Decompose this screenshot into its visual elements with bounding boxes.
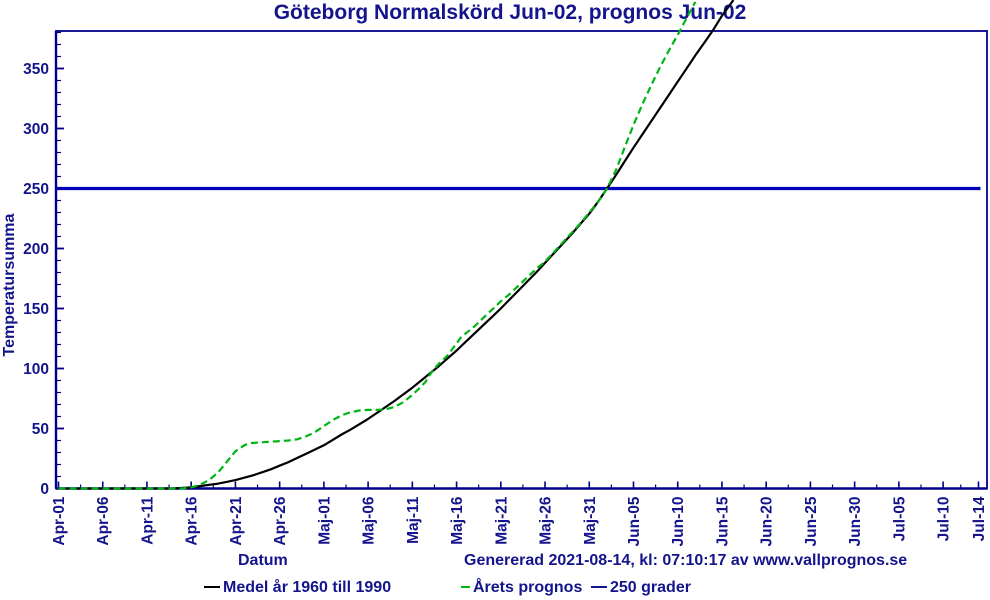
legend-swatch-blue-line bbox=[591, 586, 607, 588]
y-tick-label: 150 bbox=[23, 301, 49, 318]
x-tick-label: Maj-11 bbox=[405, 496, 422, 544]
plot-frame bbox=[54, 30, 988, 490]
x-tick-label: Jun-25 bbox=[803, 496, 820, 546]
x-tick-label: Maj-31 bbox=[582, 496, 599, 545]
x-axis-title: Datum bbox=[238, 552, 288, 569]
x-tick-label: Jul-10 bbox=[936, 497, 953, 542]
x-tick-label: Maj-06 bbox=[361, 496, 378, 545]
y-tick-label: 100 bbox=[23, 361, 49, 378]
x-tick-label: Jul-14 bbox=[971, 496, 988, 541]
x-tick-label: Maj-21 bbox=[493, 496, 510, 545]
series-prognos bbox=[58, 1, 697, 490]
legend-item-prognos: Årets prognos bbox=[461, 579, 582, 597]
legend-label: Årets prognos bbox=[473, 579, 583, 596]
y-axis-title: Temperatursumma bbox=[1, 213, 18, 357]
y-tick-label: 350 bbox=[23, 61, 49, 78]
x-tick-label: Jun-05 bbox=[626, 496, 643, 546]
generated-timestamp: Genererad 2021-08-14, kl: 07:10:17 av ww… bbox=[464, 552, 908, 569]
x-tick-label: Apr-16 bbox=[184, 496, 201, 545]
chart-title: Göteborg Normalskörd Jun-02, prognos Jun… bbox=[273, 1, 747, 24]
x-tick-label: Jul-05 bbox=[891, 496, 908, 541]
y-tick-label: 0 bbox=[40, 481, 49, 498]
x-tick-label: Jun-30 bbox=[847, 497, 864, 547]
y-tick-label: 200 bbox=[23, 241, 49, 258]
series-medel bbox=[58, 0, 735, 490]
x-tick-label: Apr-01 bbox=[51, 496, 68, 545]
x-tick-label: Apr-11 bbox=[139, 496, 156, 545]
x-tick-label: Maj-26 bbox=[538, 496, 555, 545]
y-axis-ticks: 0 50 100 150 200 250 300 350 bbox=[23, 31, 64, 498]
legend-swatch-green-dash bbox=[461, 586, 470, 588]
y-tick-label: 50 bbox=[32, 421, 49, 438]
legend-item-medel: Medel år 1960 till 1990 bbox=[204, 579, 391, 597]
x-tick-label: Maj-16 bbox=[449, 496, 466, 545]
x-tick-label: Apr-06 bbox=[95, 496, 112, 545]
y-tick-label: 300 bbox=[23, 121, 49, 138]
x-tick-label: Apr-26 bbox=[272, 496, 289, 545]
legend-label: 250 grader bbox=[610, 579, 691, 596]
x-tick-label: Apr-21 bbox=[228, 496, 245, 545]
x-tick-label: Jun-15 bbox=[714, 496, 731, 546]
x-tick-label: Maj-01 bbox=[316, 496, 333, 545]
legend-swatch-black-line bbox=[204, 586, 220, 588]
x-tick-label: Jun-10 bbox=[670, 497, 687, 547]
legend-label: Medel år 1960 till 1990 bbox=[223, 579, 392, 596]
x-axis-ticks: Apr-01 Apr-06 Apr-11 Apr-16 Apr-21 Apr-26 Maj-… bbox=[51, 481, 988, 547]
legend-item-250-grader: 250 grader bbox=[591, 579, 691, 597]
x-tick-label: Jun-20 bbox=[759, 497, 776, 547]
y-tick-label: 250 bbox=[23, 181, 49, 198]
